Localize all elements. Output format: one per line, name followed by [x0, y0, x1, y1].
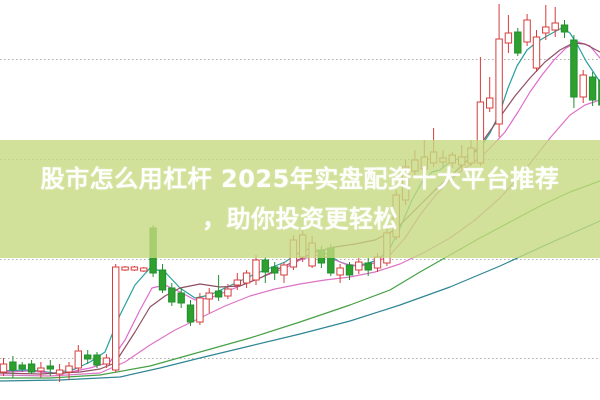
- headline-line-2: ，助你投资更轻松: [202, 205, 398, 233]
- headline-banner: 股市怎么用杠杆 2025年实盘配资十大平台推荐 ，助你投资更轻松: [0, 140, 600, 258]
- headline-line-1: 股市怎么用杠杆 2025年实盘配资十大平台推荐: [40, 165, 560, 193]
